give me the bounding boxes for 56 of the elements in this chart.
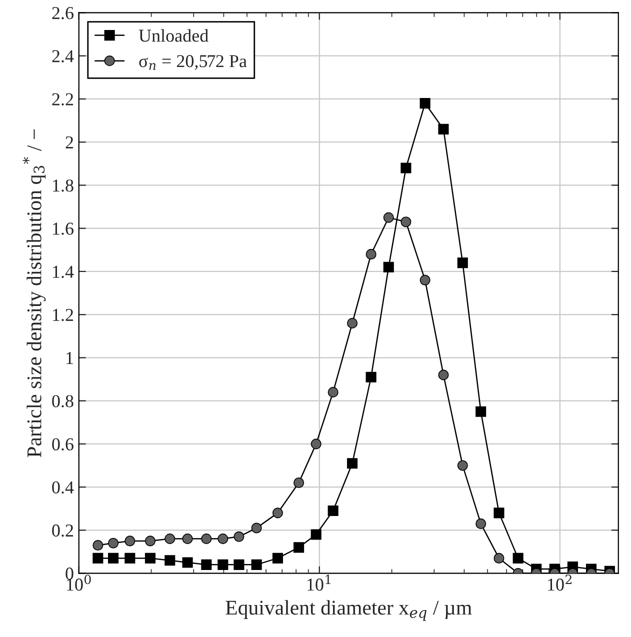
point xyxy=(494,508,504,518)
point xyxy=(218,559,228,570)
point xyxy=(108,552,119,564)
point xyxy=(164,555,176,566)
point xyxy=(144,552,156,564)
legend-label: Unloaded xyxy=(138,29,208,42)
point xyxy=(182,534,193,544)
point xyxy=(108,538,119,548)
y-tick-label: 1.8 xyxy=(53,179,74,192)
point xyxy=(366,372,376,382)
point xyxy=(512,552,524,564)
point xyxy=(201,534,212,544)
y-tick-label: 2 xyxy=(66,136,74,148)
point xyxy=(457,258,468,268)
y-tick-label: 0.8 xyxy=(52,395,74,408)
point xyxy=(420,98,430,109)
y-tick-label: 1.6 xyxy=(53,222,74,235)
point xyxy=(328,505,338,516)
point xyxy=(272,552,284,564)
point xyxy=(476,518,486,529)
y-tick-label: 1.2 xyxy=(53,308,74,322)
point xyxy=(420,274,430,286)
point xyxy=(383,262,394,272)
point xyxy=(383,212,394,223)
point xyxy=(201,559,212,570)
point xyxy=(438,370,449,380)
point xyxy=(347,458,358,469)
point xyxy=(476,406,486,417)
y-tick-label: 0.6 xyxy=(52,438,74,450)
y-tick-label: 2.4 xyxy=(52,50,74,62)
x-tick-label: 10$^{2}$ xyxy=(548,574,572,591)
y-tick-label: 0.4 xyxy=(52,481,74,494)
x-axis-title: Equivalent diameter x$_{eq}$ / µm xyxy=(226,600,472,621)
point xyxy=(457,460,468,471)
point xyxy=(272,508,284,518)
y-tick-label: 0.2 xyxy=(52,524,74,537)
point xyxy=(438,124,449,134)
point xyxy=(494,552,504,564)
legend-label: σ$_{n}$ = 20,572 Pa xyxy=(139,55,247,70)
y-tick-label: 2.6 xyxy=(52,7,74,20)
point xyxy=(366,248,376,260)
y-tick-label: 2.2 xyxy=(52,93,74,106)
point xyxy=(164,534,176,544)
point xyxy=(347,318,358,328)
point xyxy=(310,438,322,450)
x-tick-label: 10$^{1}$ xyxy=(308,574,330,591)
point xyxy=(144,536,156,546)
point xyxy=(328,386,338,398)
point xyxy=(400,216,412,228)
y-tick-label: 1.4 xyxy=(53,266,74,278)
point xyxy=(182,557,193,568)
point xyxy=(218,534,228,544)
point xyxy=(400,162,412,174)
point xyxy=(310,529,322,540)
y-axis-title: Particle size density distribution q$_{3}$$^{*}$ / − xyxy=(22,129,46,458)
y-tick-label: 1 xyxy=(66,352,73,364)
